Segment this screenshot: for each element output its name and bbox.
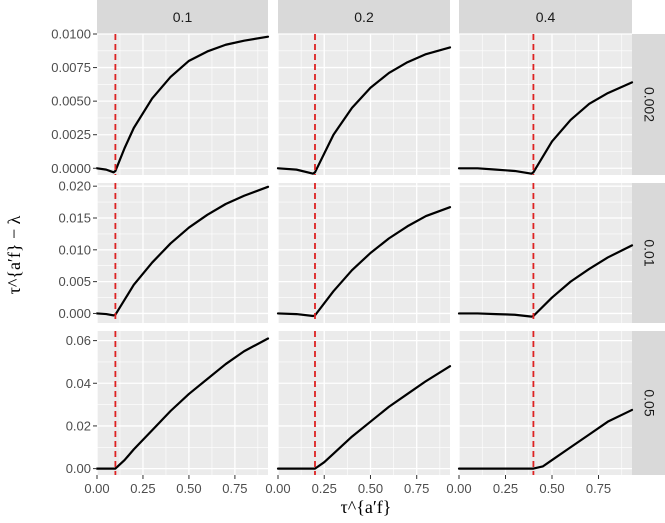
column-strip-label: 0.4 [536,9,556,25]
row-strip-label: 0.05 [642,389,658,416]
row-strip-label: 0.002 [642,87,658,122]
panel: 0.00 0.02 0.04 0.06 0.00 0.25 0.50 0.75 [66,331,270,496]
panel [457,33,634,175]
x-tick-label: 0.00 [265,481,290,496]
x-tick-label: 0.50 [539,481,564,496]
y-tick-label: 0.005 [58,274,91,289]
panel-background [459,331,632,475]
panel: 0.00 0.25 0.50 0.75 [265,331,452,496]
y-tick-label: 0.04 [66,376,91,391]
y-tick-label: 0.0100 [51,27,91,42]
x-tick-label: 0.50 [176,481,201,496]
panel-background [278,183,450,323]
series-line [276,46,452,175]
y-tick-label: 0.02 [66,418,91,433]
panel: 0.0000 0.0025 0.0050 0.0075 0.0100 [51,27,270,176]
x-tick-label: 0.25 [493,481,518,496]
row-strip [632,331,665,475]
y-axis-title: τ^{a′f} − λ [4,215,24,294]
y-tick-label: 0.010 [58,242,91,257]
series-line [276,206,452,318]
y-tick-label: 0.015 [58,211,91,226]
x-tick-label: 0.50 [358,481,383,496]
panel [276,33,452,175]
panel-grid: 0.1 0.2 0.40.0020.010.050.00000.00250.0050… [51,0,665,496]
column-strip-label: 0.2 [354,9,374,25]
x-tick-label: 0.75 [404,481,429,496]
panel-background [459,183,632,323]
y-tick-label: 0.0075 [51,60,91,75]
row-strip-label: 0.01 [642,239,658,266]
series-line [95,337,270,470]
series-line [457,81,634,175]
series-line [95,35,270,174]
series-line [457,408,634,470]
x-tick-label: 0.75 [586,481,611,496]
column-strip [459,0,632,34]
y-tick-label: 0.020 [58,179,91,194]
row-strip [632,34,665,175]
series-line [95,185,270,317]
x-tick-label: 0.00 [446,481,471,496]
x-tick-label: 0.75 [222,481,247,496]
column-strip [97,0,268,34]
x-axis-title: τ^{a′f} [341,497,392,517]
y-tick-label: 0.0025 [51,127,91,142]
y-tick-label: 0.00 [66,461,91,476]
y-tick-label: 0.000 [58,306,91,321]
series-line [276,365,452,470]
panel: 0.000 0.005 0.010 0.015 0.020 [58,179,270,323]
row-strip [632,183,665,323]
x-tick-label: 0.00 [84,481,109,496]
panel: 0.00 0.25 0.50 0.75 [446,331,634,496]
panel [276,183,452,323]
y-tick-label: 0.0050 [51,94,91,109]
x-tick-label: 0.25 [130,481,155,496]
column-strip [278,0,450,34]
column-strip-label: 0.1 [173,9,193,25]
panel [457,183,634,323]
y-tick-label: 0.0000 [51,161,91,176]
panel-background [278,331,450,475]
x-tick-label: 0.25 [312,481,337,496]
y-tick-label: 0.06 [66,333,91,348]
